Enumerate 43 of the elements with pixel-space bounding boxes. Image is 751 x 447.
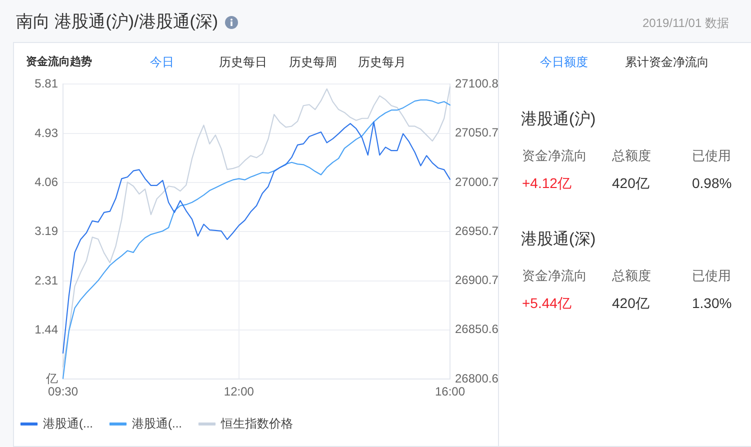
text: 港股通(沪) — [521, 110, 596, 130]
text: +5.44亿 — [522, 294, 572, 312]
text: 已使用 — [692, 267, 731, 285]
text: 已使用 — [692, 147, 731, 165]
legend-label: 恒生指数价格 — [220, 416, 293, 430]
y-tick-label: 4.93 — [34, 126, 58, 140]
y-tick-label: 4.06 — [34, 174, 58, 189]
text: 2019/11/01 数据 — [642, 15, 729, 31]
legend-label: 港股通(... — [43, 416, 93, 430]
y2-tick-label: 27000.7 — [455, 174, 499, 189]
text: 资金流向趋势 — [26, 54, 92, 70]
legend-label: 港股通(... — [132, 416, 182, 430]
text: 今日额度 — [540, 54, 588, 70]
y2-tick-label: 26900.7 — [455, 273, 499, 288]
text: 今日 — [150, 54, 174, 70]
y2-tick-label: 26950.7 — [455, 224, 499, 238]
y-tick-label: 亿 — [45, 371, 58, 386]
text: 420亿 — [612, 174, 650, 192]
text: 1.30% — [692, 294, 732, 312]
y2-tick-label: 26850.6 — [455, 322, 499, 336]
text: 历史每日 — [219, 54, 267, 70]
text: 港股通(深) — [521, 230, 596, 250]
text: 总额度 — [612, 267, 651, 285]
x-tick-label: 16:00 — [434, 384, 466, 399]
y-tick-label: 5.81 — [34, 76, 58, 91]
text: 资金净流向 — [522, 267, 587, 285]
y-tick-label: 2.31 — [34, 273, 58, 288]
text: 420亿 — [612, 294, 650, 312]
y2-tick-label: 27100.8 — [455, 76, 499, 91]
y-tick-label: 3.19 — [34, 224, 58, 238]
text: 历史每周 — [289, 54, 337, 70]
text: 总额度 — [612, 147, 651, 165]
text: 资金净流向 — [522, 147, 587, 165]
y-tick-label: 1.44 — [34, 322, 58, 336]
x-tick-label: 09:30 — [48, 384, 78, 399]
text: 0.98% — [692, 174, 732, 192]
text: 历史每月 — [358, 54, 406, 70]
x-tick-label: 12:00 — [224, 384, 254, 399]
text: 累计资金净流向 — [625, 54, 709, 70]
y2-tick-label: 27050.7 — [455, 126, 499, 140]
text: +4.12亿 — [522, 174, 572, 192]
chart-title: 南向 港股通(沪)/港股通(深) — [16, 12, 218, 32]
y2-tick-label: 26800.6 — [455, 371, 499, 386]
